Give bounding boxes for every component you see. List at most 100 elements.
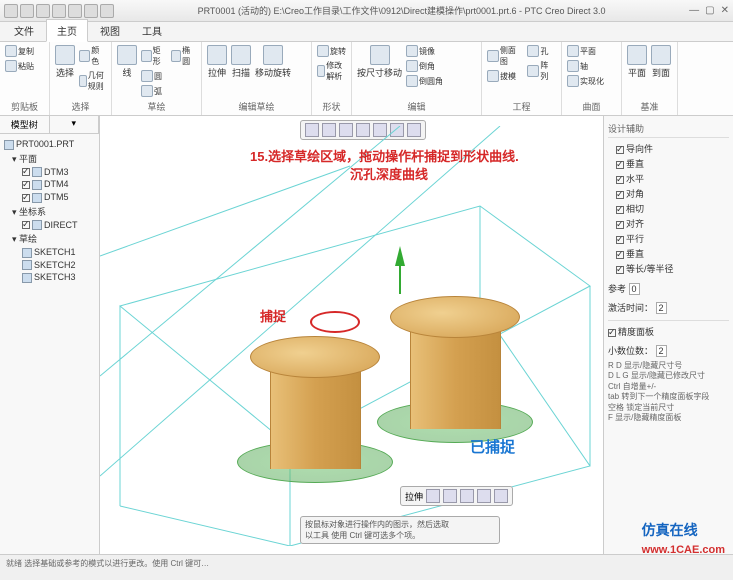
geomrule-button[interactable]: 几何规则 <box>78 69 107 93</box>
round-icon <box>406 75 418 87</box>
qat-undo-icon[interactable] <box>52 4 66 18</box>
tab-home[interactable]: 主页 <box>46 19 88 42</box>
checkbox-icon[interactable] <box>616 191 624 199</box>
stretch-button[interactable]: 拉伸 <box>206 44 228 80</box>
checkbox-icon[interactable] <box>616 176 624 184</box>
side-icon <box>487 50 499 62</box>
fillet-button[interactable]: 倒角 <box>405 59 444 73</box>
qat-refresh-icon[interactable] <box>84 4 98 18</box>
model-tree-dropdown[interactable]: ▾ <box>50 116 100 133</box>
ref-spinner[interactable]: 0 <box>629 283 640 295</box>
draft-button[interactable]: 拔模 <box>486 69 524 83</box>
maximize-button[interactable]: ▢ <box>705 5 714 16</box>
realize-button[interactable]: 实现化 <box>566 74 605 88</box>
checkbox-icon[interactable] <box>22 168 30 176</box>
decimals-spinner[interactable]: 2 <box>656 345 667 357</box>
hole-button[interactable]: 孔 <box>526 44 557 58</box>
drag-handle-arrow[interactable] <box>395 246 405 266</box>
tab-tools[interactable]: 工具 <box>132 20 172 41</box>
tree-dtm4[interactable]: DTM4 <box>4 178 95 191</box>
ellipse-icon <box>171 50 182 62</box>
rotate-button[interactable]: 旋转 <box>316 44 347 58</box>
ctx-icon-4[interactable] <box>477 489 491 503</box>
3d-viewport[interactable]: 15.选择草绘区域，拖动操作杆捕捉到形状曲线. 沉孔深度曲线 捕捉 已捕捉 拉伸… <box>100 116 603 554</box>
rect-button[interactable]: 矩形 <box>140 44 168 68</box>
checkbox-icon[interactable] <box>22 181 30 189</box>
checkbox-icon[interactable] <box>616 236 624 244</box>
side-button[interactable]: 侧面图 <box>486 44 524 68</box>
watermark-url: www.1CAE.com <box>642 544 725 556</box>
delay-label: 激活时间： <box>608 303 653 313</box>
tree-root[interactable]: PRT0001.PRT <box>4 138 95 151</box>
tree-direct[interactable]: DIRECT <box>4 219 95 232</box>
sweep-button[interactable]: 扫描 <box>230 44 252 80</box>
checkbox-icon[interactable] <box>616 146 624 154</box>
tree-sketch2[interactable]: SKETCH2 <box>4 259 95 272</box>
color-button[interactable]: 颜色 <box>78 44 107 68</box>
pattern-button[interactable]: 阵列 <box>526 59 557 83</box>
guide-toggle[interactable]: 导向件 <box>608 141 729 156</box>
tab-view[interactable]: 视图 <box>90 20 130 41</box>
close-button[interactable]: ✕ <box>721 5 729 16</box>
tree-csys-group[interactable]: ▾ 坐标系 <box>4 204 95 219</box>
tree-dtm5[interactable]: DTM5 <box>4 191 95 204</box>
plane-button[interactable]: 平面 <box>566 44 605 58</box>
mirror-icon <box>406 45 418 57</box>
paste-button[interactable]: 粘贴 <box>4 59 35 73</box>
mirror-button[interactable]: 镜像 <box>405 44 444 58</box>
cylinder-feature-2[interactable] <box>390 296 520 436</box>
tree-planes-group[interactable]: ▾ 平面 <box>4 151 95 166</box>
plane2-button[interactable]: 平面 <box>626 44 648 80</box>
ctx-icon-1[interactable] <box>426 489 440 503</box>
checkbox-icon[interactable] <box>22 194 30 202</box>
snap-opt[interactable]: 平行 <box>608 231 729 246</box>
axis-button[interactable]: 轴 <box>566 59 605 73</box>
tab-file[interactable]: 文件 <box>4 20 44 41</box>
tree-sketch1[interactable]: SKETCH1 <box>4 246 95 259</box>
minimize-button[interactable]: — <box>689 5 699 16</box>
checkbox-icon[interactable] <box>608 329 616 337</box>
ribbon: 复制 粘贴 剪贴板 选择 颜色 几何规则 选择 线 矩形 圆 弧 椭圆 草绘 <box>0 42 733 116</box>
checkbox-icon[interactable] <box>616 251 624 259</box>
snap-opt[interactable]: 等长/等半径 <box>608 261 729 276</box>
copy-button[interactable]: 复制 <box>4 44 35 58</box>
ctx-icon-3[interactable] <box>460 489 474 503</box>
arc-button[interactable]: 弧 <box>140 84 168 98</box>
moverotate-button[interactable]: 移动旋转 <box>254 44 292 80</box>
delay-spinner[interactable]: 2 <box>656 302 667 314</box>
qat-save-icon[interactable] <box>36 4 50 18</box>
snap-opt[interactable]: 对齐 <box>608 216 729 231</box>
line-button[interactable]: 线 <box>116 44 138 80</box>
snap-opt[interactable]: 对角 <box>608 186 729 201</box>
tree-sketch3[interactable]: SKETCH3 <box>4 271 95 284</box>
csys-button[interactable]: 到面 <box>650 44 672 80</box>
qat-redo-icon[interactable] <box>68 4 82 18</box>
round-button[interactable]: 倒圆角 <box>405 74 444 88</box>
checkbox-icon[interactable] <box>616 266 624 274</box>
ctx-icon-5[interactable] <box>494 489 508 503</box>
snap-opt[interactable]: 垂直 <box>608 246 729 261</box>
circle-button[interactable]: 圆 <box>140 69 168 83</box>
checkbox-icon[interactable] <box>616 221 624 229</box>
snap-opt[interactable]: 垂直 <box>608 156 729 171</box>
qat-windows-icon[interactable] <box>100 4 114 18</box>
snap-opt[interactable]: 相切 <box>608 201 729 216</box>
group-label: 编辑草绘 <box>206 100 307 113</box>
ref-label: 参考 <box>608 284 626 294</box>
status-bar: 就绪 选择基础或参考的模式以进行更改。使用 Ctrl 键可… <box>0 554 733 574</box>
model-tree-tab[interactable]: 模型树 <box>0 116 50 133</box>
modify-button[interactable]: 修改解析 <box>316 59 347 83</box>
tree-sketch-group[interactable]: ▾ 草绘 <box>4 231 95 246</box>
checkbox-icon[interactable] <box>22 221 30 229</box>
tree-dtm3[interactable]: DTM3 <box>4 166 95 179</box>
checkbox-icon[interactable] <box>616 161 624 169</box>
snap-opt[interactable]: 水平 <box>608 171 729 186</box>
ellipse-button[interactable]: 椭圆 <box>170 44 198 68</box>
cylinder-feature-1[interactable] <box>250 336 380 476</box>
sizemove-button[interactable]: 按尺寸移动 <box>356 44 403 80</box>
qat-open-icon[interactable] <box>20 4 34 18</box>
qat-new-icon[interactable] <box>4 4 18 18</box>
checkbox-icon[interactable] <box>616 206 624 214</box>
select-button[interactable]: 选择 <box>54 44 76 80</box>
ctx-icon-2[interactable] <box>443 489 457 503</box>
